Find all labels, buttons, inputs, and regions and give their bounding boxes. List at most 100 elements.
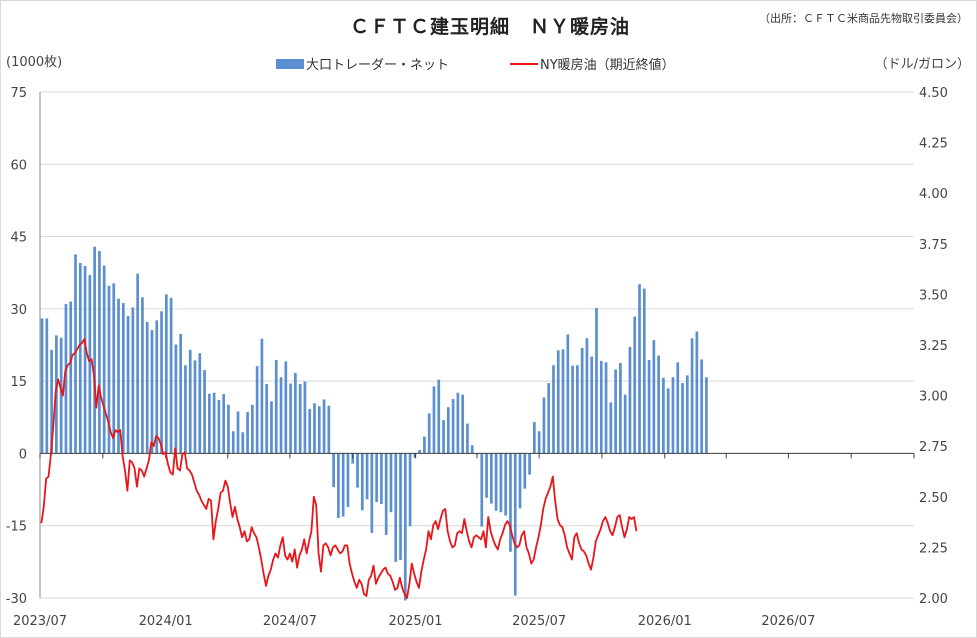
bar — [198, 353, 202, 454]
bar — [380, 453, 383, 505]
legend: 大口トレーダー・ネット NY暖房油（期近終値） — [276, 57, 675, 73]
bar — [93, 246, 96, 454]
bar — [64, 304, 68, 454]
bar — [260, 338, 264, 454]
legend-bar-label: 大口トレーダー・ネット — [306, 58, 449, 73]
bar — [155, 320, 159, 454]
bar — [107, 285, 111, 454]
bar — [504, 453, 508, 516]
left-tick-label: 15 — [10, 375, 27, 390]
bar — [461, 394, 465, 454]
bar — [136, 273, 139, 454]
bar — [126, 316, 130, 454]
bar — [599, 360, 603, 454]
bar — [40, 318, 44, 454]
bar — [432, 386, 436, 454]
bar — [365, 453, 369, 500]
bar — [59, 337, 63, 454]
bar — [499, 453, 503, 513]
bar — [251, 404, 254, 454]
x-axis-ticks: 2023/07 2024/01 2024/07 2025/01 2025/07 2026/… — [13, 614, 815, 629]
bar — [408, 453, 412, 527]
bar — [222, 394, 226, 454]
bar — [389, 453, 393, 513]
bar — [614, 369, 617, 454]
bar — [102, 265, 106, 454]
bar — [437, 379, 441, 454]
bar — [528, 453, 531, 475]
right-tick-label: 3.25 — [919, 339, 948, 354]
right-tick-label: 4.25 — [919, 137, 948, 152]
bar — [356, 453, 359, 488]
bar — [700, 359, 703, 454]
x-tick-label: 2023/07 — [13, 614, 67, 629]
bar — [619, 362, 622, 454]
bar — [74, 254, 77, 454]
bar — [375, 453, 378, 503]
bar — [446, 407, 450, 454]
bar — [88, 275, 92, 454]
bar — [513, 453, 517, 596]
bar — [399, 453, 402, 560]
bar — [547, 383, 551, 454]
bar — [294, 372, 297, 454]
left-axis-unit: (1000枚) — [6, 55, 62, 70]
bar — [184, 365, 187, 454]
bar — [50, 349, 53, 454]
bar — [322, 399, 326, 454]
right-tick-label: 3.50 — [919, 288, 948, 303]
bar — [604, 362, 608, 454]
x-tick-label: 2026/01 — [638, 614, 692, 629]
bar — [270, 401, 273, 454]
bar — [341, 453, 345, 517]
right-tick-label: 4.50 — [919, 86, 948, 101]
bar — [466, 423, 469, 454]
bar — [313, 403, 316, 454]
left-tick-label: -15 — [6, 520, 27, 535]
bar — [141, 297, 144, 454]
bar — [384, 453, 388, 535]
bar — [212, 392, 216, 454]
bar — [456, 392, 460, 454]
bar — [413, 453, 417, 458]
bar — [533, 422, 536, 454]
bar — [308, 409, 312, 454]
bar — [671, 377, 675, 454]
left-axis-ticks: 75 60 45 30 15 0 -15 -30 — [6, 86, 27, 607]
bar — [647, 359, 651, 454]
bar — [131, 307, 135, 454]
bar — [685, 375, 689, 454]
bar — [193, 360, 197, 454]
line-series — [40, 338, 638, 599]
bar — [360, 453, 364, 511]
bar — [332, 453, 335, 488]
right-tick-label: 2.50 — [919, 491, 948, 506]
bar — [576, 365, 579, 454]
bar — [662, 377, 665, 454]
x-tick-label: 2025/07 — [512, 614, 566, 629]
bar — [394, 453, 398, 562]
bar — [451, 398, 455, 454]
bar — [480, 453, 484, 527]
left-tick-label: 30 — [10, 303, 27, 318]
bar — [346, 453, 350, 507]
bar — [542, 397, 546, 454]
x-tick-label: 2024/07 — [263, 614, 317, 629]
x-tick-label: 2024/01 — [139, 614, 193, 629]
bar — [246, 411, 249, 454]
bar — [494, 453, 498, 511]
bar — [470, 445, 474, 454]
x-tick-label: 2025/01 — [389, 614, 443, 629]
left-tick-label: 0 — [19, 447, 27, 462]
bar — [657, 355, 660, 454]
bar — [509, 453, 512, 552]
bar — [442, 420, 445, 454]
bar — [676, 362, 680, 454]
bar — [217, 399, 221, 454]
bar — [169, 297, 173, 454]
bar — [98, 251, 101, 454]
bar — [552, 365, 555, 454]
bar — [145, 321, 149, 454]
